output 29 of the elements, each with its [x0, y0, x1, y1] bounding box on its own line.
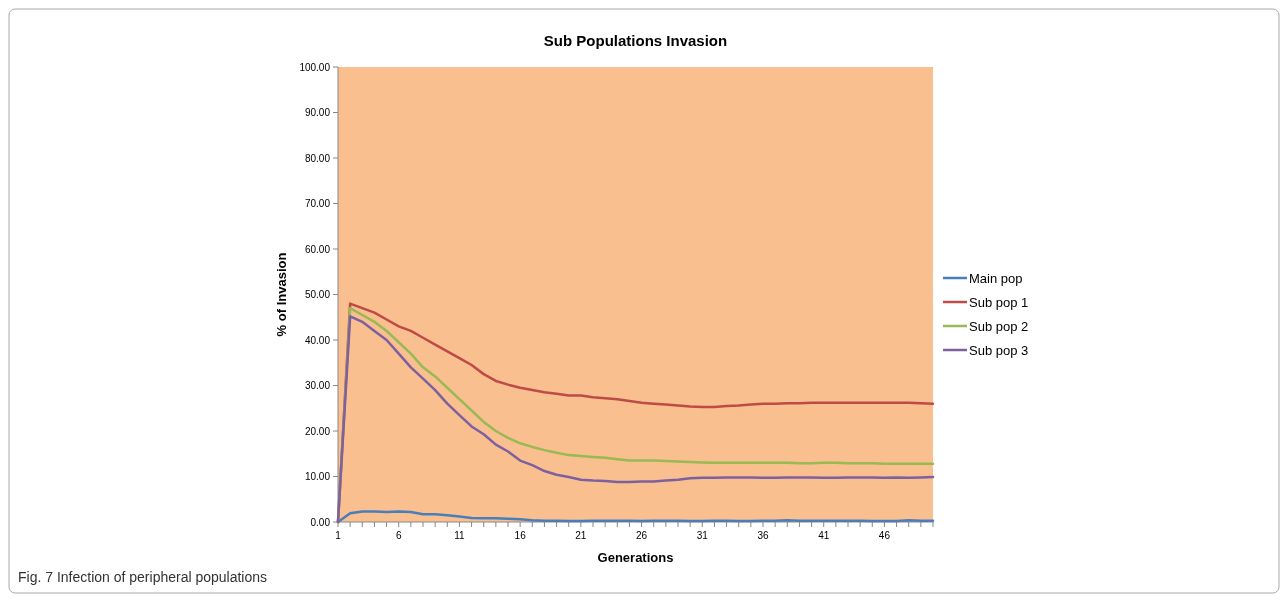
x-tick-label: 46: [878, 530, 891, 541]
x-tick-label: 36: [757, 530, 769, 541]
x-tick-label: 16: [514, 530, 527, 541]
legend-label: Sub pop 2: [969, 318, 1029, 334]
x-axis-title: Generations: [597, 550, 674, 565]
y-tick-label: 100.00: [299, 61, 331, 73]
legend-label: Sub pop 3: [969, 342, 1029, 358]
caption: Fig. 7 Infection of peripheral populations: [18, 569, 268, 585]
x-tick-label: 41: [818, 530, 830, 541]
y-axis-title: % of Invasion: [274, 252, 289, 337]
y-tick-label: 0.00: [310, 516, 331, 528]
y-tick-label: 30.00: [304, 380, 331, 391]
y-tick-label: 90.00: [304, 107, 331, 118]
y-tick-label: 40.00: [304, 334, 331, 346]
x-tick-label: 11: [454, 530, 466, 541]
y-tick-label: 80.00: [304, 152, 331, 164]
legend-label: Main pop: [969, 270, 1023, 286]
y-tick-label: 20.00: [304, 425, 331, 437]
x-tick-label: 26: [636, 530, 648, 541]
legend-label: Sub pop 1: [969, 294, 1029, 310]
chart-title: Sub Populations Invasion: [543, 32, 728, 49]
x-tick-label: 6: [395, 530, 402, 541]
y-tick-label: 50.00: [304, 289, 331, 300]
y-tick-label: 70.00: [304, 198, 331, 209]
x-tick-label: 1: [335, 530, 342, 541]
y-tick-label: 10.00: [304, 471, 331, 482]
x-tick-label: 31: [696, 530, 709, 541]
y-tick-label: 60.00: [304, 243, 331, 255]
x-tick-label: 21: [575, 530, 587, 541]
